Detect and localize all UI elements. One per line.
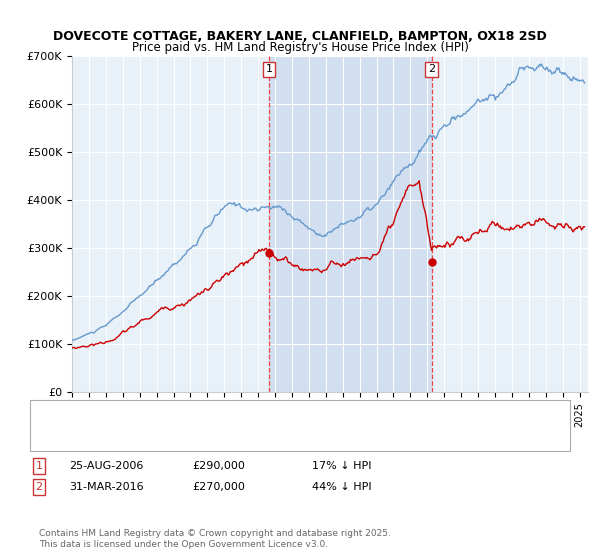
Text: HPI: Average price, detached house, West Oxfordshire: HPI: Average price, detached house, West… [69,433,334,443]
Text: 2: 2 [35,482,43,492]
Bar [269,56,431,392]
Text: DOVECOTE COTTAGE, BAKERY LANE, CLANFIELD, BAMPTON, OX18 2SD: DOVECOTE COTTAGE, BAKERY LANE, CLANFIELD… [53,30,547,43]
Text: ─: ─ [48,403,58,421]
Text: £270,000: £270,000 [192,482,245,492]
Text: DOVECOTE COTTAGE, BAKERY LANE, CLANFIELD, BAMPTON, OX18 2SD (detached house): DOVECOTE COTTAGE, BAKERY LANE, CLANFIELD… [69,407,505,417]
Text: Price paid vs. HM Land Registry's House Price Index (HPI): Price paid vs. HM Land Registry's House … [131,41,469,54]
Text: 25-AUG-2006: 25-AUG-2006 [69,461,143,471]
Text: 17% ↓ HPI: 17% ↓ HPI [312,461,371,471]
Text: 44% ↓ HPI: 44% ↓ HPI [312,482,371,492]
Text: Contains HM Land Registry data © Crown copyright and database right 2025.
This d: Contains HM Land Registry data © Crown c… [39,529,391,549]
Text: 2: 2 [428,64,435,74]
Text: £290,000: £290,000 [192,461,245,471]
Text: ─: ─ [48,429,58,447]
Text: 1: 1 [266,64,272,74]
Text: 1: 1 [35,461,43,471]
Text: 31-MAR-2016: 31-MAR-2016 [69,482,143,492]
